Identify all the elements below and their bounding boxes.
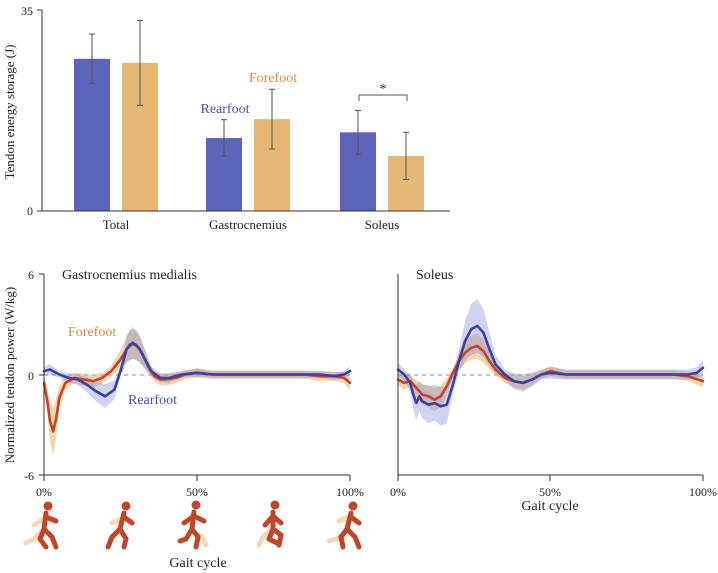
gm-label-forefoot: Forefoot xyxy=(68,325,116,340)
gm-label-rearfoot: Rearfoot xyxy=(128,393,177,408)
runner-swing-icon xyxy=(326,501,362,550)
gm-line-rearfoot xyxy=(42,341,352,398)
runner-loading-icon xyxy=(105,501,135,550)
significance-marker: * xyxy=(380,82,387,97)
runner-foot-strike-icon xyxy=(23,501,59,550)
sol-x-tick-label-50: 50% xyxy=(539,485,561,499)
gm-y-axis-label: Normalized tendon power (W/kg) xyxy=(2,287,17,464)
bar-chart: 35 0 Tendon energy storage (J) Total Gas… xyxy=(2,4,450,232)
significance-bracket xyxy=(358,94,408,101)
gm-y-tick-label-bottom: -6 xyxy=(24,469,34,483)
line-chart-gastrocnemius: 6 0 -6 0% 50% 100% Gastrocnemius mediali… xyxy=(2,268,364,571)
gm-x-tick-label-0: 0% xyxy=(36,485,52,499)
bar-y-tick-label-top: 35 xyxy=(21,4,33,18)
legend-label-rearfoot: Rearfoot xyxy=(201,102,250,117)
runner-strip xyxy=(23,500,362,550)
sol-x-axis-label: Gait cycle xyxy=(521,499,578,514)
gm-x-tick-label-100: 100% xyxy=(336,485,364,499)
gm-chart-title: Gastrocnemius medialis xyxy=(62,268,197,283)
sol-line-rearfoot xyxy=(396,324,705,408)
legend-label-forefoot: Forefoot xyxy=(249,71,297,86)
bar-y-tick-label-bottom: 0 xyxy=(27,204,33,218)
bar-category-label-soleus: Soleus xyxy=(365,217,400,232)
gm-y-tick-label-zero: 0 xyxy=(28,369,34,383)
bar-category-label-total: Total xyxy=(103,217,130,232)
gm-x-tick-label-50: 50% xyxy=(186,485,208,499)
runner-midstance-icon xyxy=(177,500,209,550)
sol-chart-title: Soleus xyxy=(416,268,453,283)
gm-y-tick-label-top: 6 xyxy=(28,268,34,282)
sol-x-tick-label-100: 100% xyxy=(689,485,717,499)
bar-y-axis-label: Tendon energy storage (J) xyxy=(2,45,17,180)
sol-band-rearfoot xyxy=(398,299,703,426)
line-chart-soleus: 0% 50% 100% Soleus Gait cycle xyxy=(390,268,717,514)
sol-x-tick-label-0: 0% xyxy=(390,485,406,499)
bar-rearfoot-total xyxy=(74,58,110,211)
bar-category-label-gastrocnemius: Gastrocnemius xyxy=(209,217,287,232)
gm-x-axis-label: Gait cycle xyxy=(169,556,226,571)
runner-push-off-icon xyxy=(256,500,284,548)
